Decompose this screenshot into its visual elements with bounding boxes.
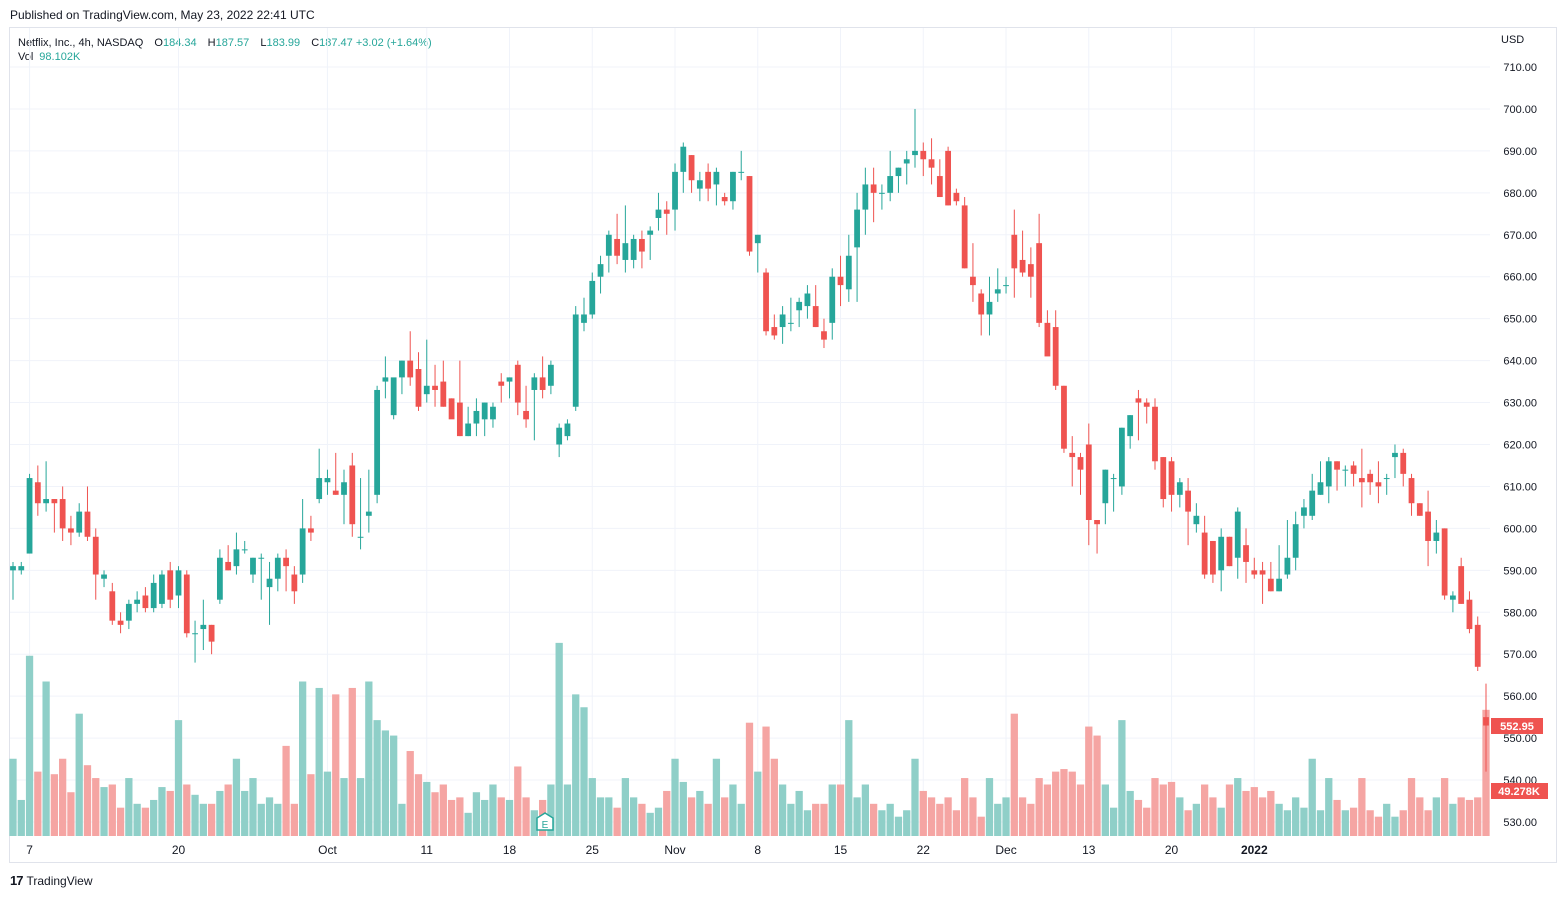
symbol-name[interactable]: Netflix, Inc., 4h, NASDAQ	[18, 37, 144, 49]
footer-brand[interactable]: TradingView	[26, 873, 93, 888]
open-value: 184.34	[162, 37, 197, 49]
volume-label[interactable]: Vol	[18, 51, 34, 63]
change-value: +3.02 (+1.64%)	[355, 37, 432, 49]
chart-frame	[9, 27, 1557, 863]
close-label: C	[311, 37, 320, 49]
tradingview-logo-icon[interactable]: 17	[10, 873, 24, 888]
high-label: H	[207, 37, 216, 49]
symbol-legend: Netflix, Inc., 4h, NASDAQ O184.34 H187.5…	[18, 35, 432, 51]
volume-legend: Vol 98.102K	[18, 51, 80, 63]
close-value: 187.47	[319, 37, 353, 49]
open-label: O	[154, 37, 163, 49]
published-timestamp: Published on TradingView.com, May 23, 20…	[10, 8, 315, 22]
volume-value: 98.102K	[39, 51, 81, 63]
low-value: 183.99	[266, 37, 301, 49]
footer: 17 TradingView	[10, 873, 93, 888]
currency-label[interactable]: USD	[1501, 34, 1525, 46]
low-label: L	[260, 37, 267, 49]
high-value: 187.57	[215, 37, 250, 49]
